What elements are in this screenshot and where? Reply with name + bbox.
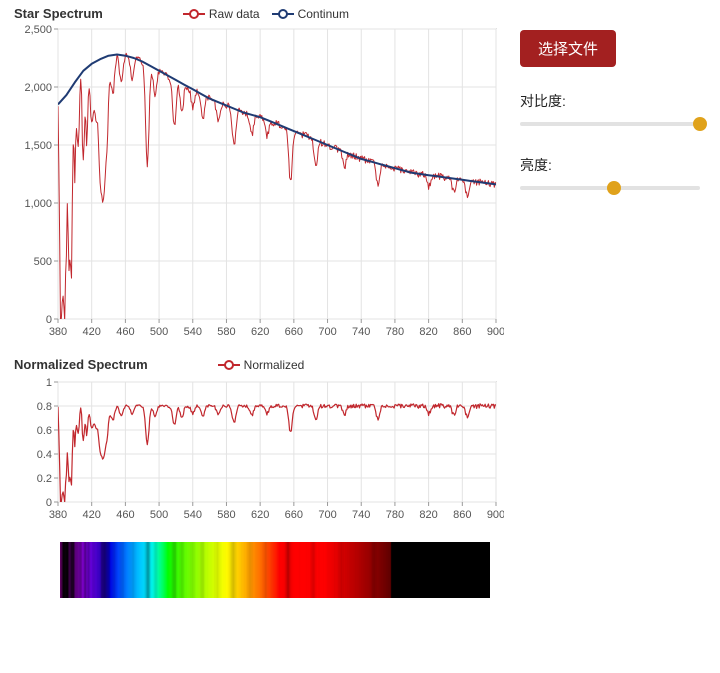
svg-text:740: 740 xyxy=(352,326,370,338)
legend-item-normalized: Normalized xyxy=(218,358,305,372)
svg-text:620: 620 xyxy=(251,326,269,338)
svg-text:860: 860 xyxy=(453,326,471,338)
svg-text:820: 820 xyxy=(419,509,437,521)
svg-text:0: 0 xyxy=(46,314,52,326)
svg-text:420: 420 xyxy=(83,326,101,338)
svg-text:500: 500 xyxy=(34,256,52,268)
upload-file-button[interactable]: 选择文件 xyxy=(520,30,616,67)
svg-text:380: 380 xyxy=(49,326,67,338)
svg-text:540: 540 xyxy=(184,326,202,338)
legend-item-continuum: Continum xyxy=(272,7,349,21)
visible-spectrum-bar xyxy=(60,542,510,598)
normalized-legend: Normalized xyxy=(218,358,317,372)
contrast-label: 对比度: xyxy=(520,91,710,111)
svg-text:580: 580 xyxy=(217,326,235,338)
svg-text:500: 500 xyxy=(150,326,168,338)
svg-text:2,500: 2,500 xyxy=(24,24,52,36)
svg-text:740: 740 xyxy=(352,509,370,521)
brightness-slider[interactable] xyxy=(520,181,700,195)
svg-text:660: 660 xyxy=(285,509,303,521)
legend-marker-raw xyxy=(183,9,205,19)
svg-text:1,000: 1,000 xyxy=(24,198,52,210)
svg-text:1: 1 xyxy=(46,377,52,389)
svg-text:460: 460 xyxy=(116,326,134,338)
legend-marker-continuum xyxy=(272,9,294,19)
svg-text:540: 540 xyxy=(184,509,202,521)
svg-text:500: 500 xyxy=(150,509,168,521)
svg-text:780: 780 xyxy=(386,326,404,338)
normalized-spectrum-chart: 380 420 460 500 540 580 620 660 700 740 780 820 860 9… xyxy=(14,376,510,526)
svg-text:380: 380 xyxy=(49,509,67,521)
legend-label-normalized: Normalized xyxy=(244,358,305,372)
svg-text:700: 700 xyxy=(318,326,336,338)
legend-label-raw: Raw data xyxy=(209,7,260,21)
svg-text:900: 900 xyxy=(487,326,504,338)
svg-text:700: 700 xyxy=(318,509,336,521)
star-spectrum-legend: Raw data Continum xyxy=(183,7,361,21)
svg-text:0.8: 0.8 xyxy=(37,401,52,413)
svg-text:0: 0 xyxy=(46,497,52,509)
legend-label-continuum: Continum xyxy=(298,7,349,21)
svg-text:860: 860 xyxy=(453,509,471,521)
normalized-spectrum-title: Normalized Spectrum xyxy=(14,357,148,372)
legend-item-raw: Raw data xyxy=(183,7,260,21)
svg-text:0.2: 0.2 xyxy=(37,473,52,485)
star-spectrum-chart: 380 420 460 500 540 580 620 660 700 740 780 820 860 9… xyxy=(14,23,510,343)
svg-text:1,500: 1,500 xyxy=(24,140,52,152)
svg-text:0.6: 0.6 xyxy=(37,425,52,437)
svg-text:900: 900 xyxy=(487,509,504,521)
svg-text:460: 460 xyxy=(116,509,134,521)
svg-text:820: 820 xyxy=(419,326,437,338)
legend-marker-normalized xyxy=(218,360,240,370)
svg-text:420: 420 xyxy=(83,509,101,521)
normalized-spectrum-header: Normalized Spectrum Normalized xyxy=(0,343,510,376)
svg-text:580: 580 xyxy=(217,509,235,521)
star-spectrum-title: Star Spectrum xyxy=(14,6,103,21)
svg-text:660: 660 xyxy=(285,326,303,338)
svg-text:0.4: 0.4 xyxy=(37,449,52,461)
svg-text:780: 780 xyxy=(386,509,404,521)
svg-text:2,000: 2,000 xyxy=(24,82,52,94)
brightness-label: 亮度: xyxy=(520,155,710,175)
star-spectrum-header: Star Spectrum Raw data Continum xyxy=(0,0,510,23)
svg-text:620: 620 xyxy=(251,509,269,521)
contrast-slider[interactable] xyxy=(520,117,700,131)
